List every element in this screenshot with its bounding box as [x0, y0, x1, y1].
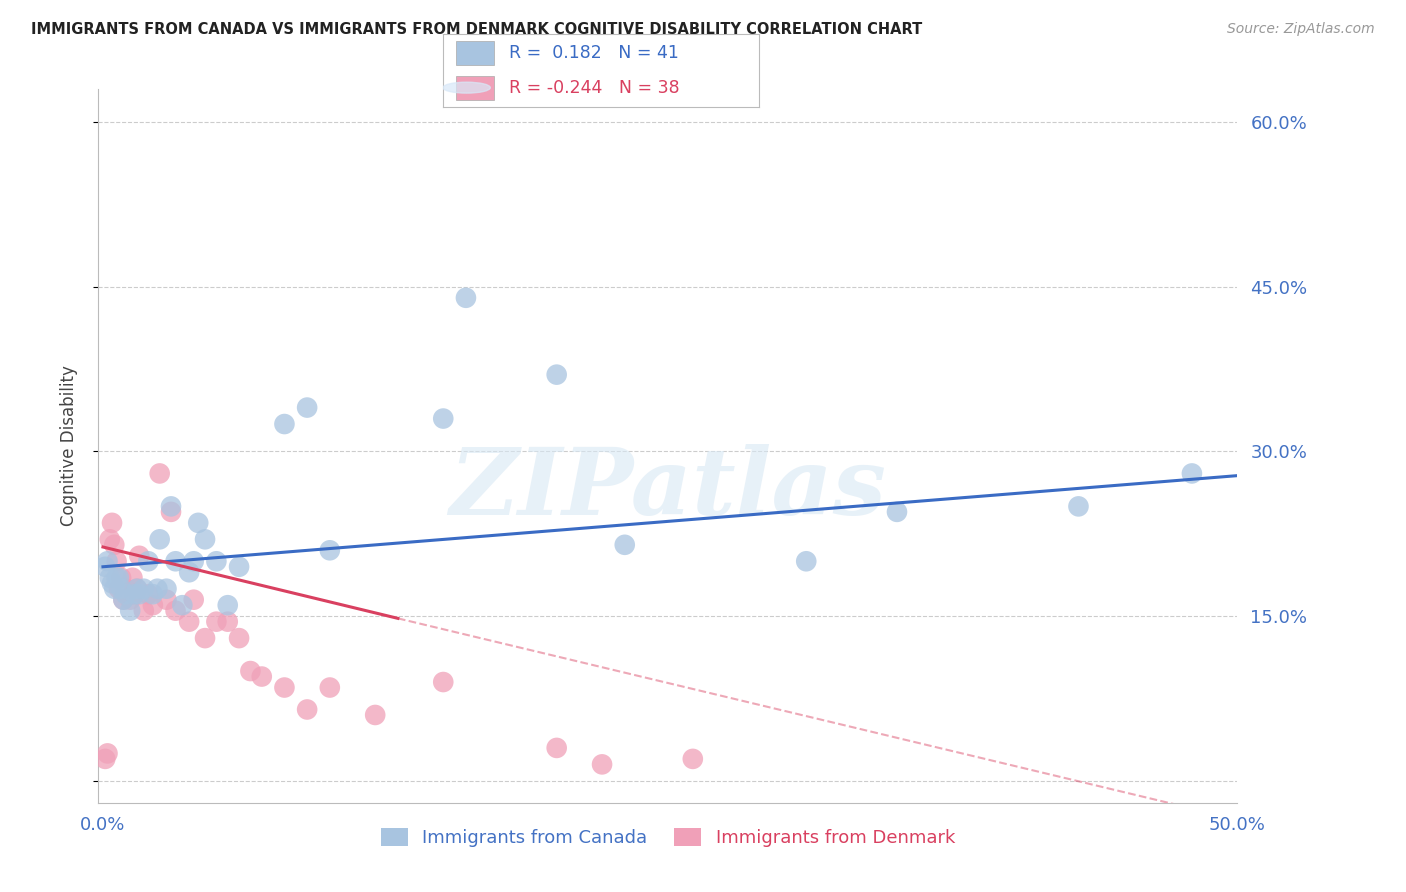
Point [179, 566, 201, 580]
Point [105, 554, 128, 568]
Point [682, 752, 704, 766]
Point [546, 740, 568, 755]
Point [105, 571, 128, 585]
Point [128, 549, 150, 563]
Point [794, 554, 817, 568]
Y-axis label: Cognitive Disability: Cognitive Disability [59, 366, 77, 526]
Point [205, 554, 228, 568]
Point [319, 543, 342, 558]
Point [160, 500, 183, 514]
Point [194, 631, 217, 645]
Point [165, 554, 187, 568]
Point [103, 538, 125, 552]
Point [120, 604, 142, 618]
Text: R = -0.244   N = 38: R = -0.244 N = 38 [509, 78, 681, 96]
Point [98, 571, 121, 585]
Point [217, 615, 239, 629]
Point [128, 587, 150, 601]
Point [155, 592, 177, 607]
Point [155, 582, 177, 596]
Point [319, 681, 342, 695]
Point [125, 582, 148, 596]
Point [101, 576, 124, 591]
Point [149, 467, 172, 481]
Point [239, 664, 262, 678]
Point [101, 516, 124, 530]
Point [591, 757, 613, 772]
Text: IMMIGRANTS FROM CANADA VS IMMIGRANTS FROM DENMARK COGNITIVE DISABILITY CORRELATI: IMMIGRANTS FROM CANADA VS IMMIGRANTS FRO… [31, 22, 922, 37]
Point [217, 598, 239, 612]
Point [96, 747, 118, 761]
Point [205, 615, 228, 629]
Point [94, 752, 117, 766]
Point [121, 571, 143, 585]
Point [228, 631, 250, 645]
Point [179, 615, 201, 629]
Point [454, 291, 477, 305]
Point [613, 538, 636, 552]
Text: ZIPatlas: ZIPatlas [450, 444, 886, 533]
Text: R =  0.182   N = 41: R = 0.182 N = 41 [509, 44, 679, 62]
Point [149, 533, 172, 547]
Point [124, 587, 146, 601]
Legend: Immigrants from Canada, Immigrants from Denmark: Immigrants from Canada, Immigrants from … [374, 821, 962, 855]
Point [1181, 467, 1204, 481]
Text: Source: ZipAtlas.com: Source: ZipAtlas.com [1227, 22, 1375, 37]
Point [98, 533, 121, 547]
Point [160, 505, 183, 519]
Point [273, 417, 295, 431]
Point [96, 554, 118, 568]
Point [114, 582, 136, 596]
Point [432, 675, 454, 690]
Point [273, 681, 295, 695]
Point [546, 368, 568, 382]
Point [114, 587, 136, 601]
Point [295, 702, 318, 716]
Point [1067, 500, 1090, 514]
Point [194, 533, 217, 547]
Point [187, 516, 209, 530]
Point [103, 582, 125, 596]
Point [110, 571, 132, 585]
Point [295, 401, 318, 415]
Point [432, 411, 454, 425]
Point [886, 505, 908, 519]
Point [108, 571, 131, 585]
Circle shape [443, 82, 491, 93]
Point [132, 582, 155, 596]
Point [108, 582, 131, 596]
Point [228, 559, 250, 574]
Point [125, 582, 148, 596]
Point [124, 587, 146, 601]
Point [183, 554, 205, 568]
Point [142, 598, 165, 612]
Point [146, 582, 169, 596]
Point [364, 708, 387, 723]
Point [183, 592, 205, 607]
Point [136, 554, 159, 568]
Point [142, 587, 165, 601]
Point [165, 604, 187, 618]
Point [136, 587, 159, 601]
Point [172, 598, 194, 612]
Point [250, 669, 273, 683]
Point [132, 604, 155, 618]
Point [94, 559, 117, 574]
FancyBboxPatch shape [456, 77, 494, 100]
Point [112, 592, 135, 607]
Point [110, 582, 132, 596]
Point [120, 592, 142, 607]
Point [112, 592, 135, 607]
FancyBboxPatch shape [456, 41, 494, 64]
